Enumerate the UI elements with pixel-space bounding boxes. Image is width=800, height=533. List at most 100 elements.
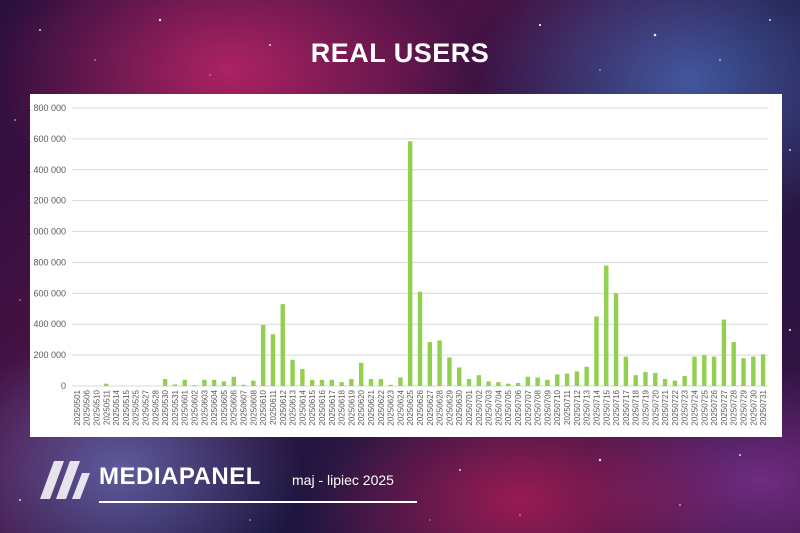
x-tick-label: 20250703 [485,389,494,425]
x-tick-label: 20250624 [396,389,405,425]
x-tick-label: 20250511 [102,389,111,425]
bar [368,379,374,386]
bar [672,380,678,386]
x-tick-label: 20250701 [465,389,474,425]
bar [721,319,727,386]
bar [731,341,736,386]
bar [309,379,315,386]
bar [457,367,462,386]
bar [506,383,511,386]
x-tick-label: 20250622 [377,389,386,425]
bar [319,379,325,386]
x-tick-label: 20250603 [200,389,209,425]
x-tick-label: 20250618 [338,389,347,425]
bar [270,334,276,386]
bar [584,366,589,386]
x-tick-label: 20250627 [426,389,435,425]
y-tick-label: 1 000 000 [30,227,66,237]
bar [594,316,599,386]
bar [741,358,746,386]
x-tick-label: 20250626 [416,389,425,425]
bar [300,369,305,386]
x-tick-label: 20250718 [632,389,641,425]
x-tick-label: 20250530 [161,389,170,425]
x-tick-label: 20250528 [151,389,160,425]
bar [711,356,717,386]
bar [104,383,109,386]
bar [358,362,364,386]
x-tick-label: 20250616 [318,389,327,425]
x-tick-label: 20250710 [553,389,562,425]
x-tick-label: 20250515 [122,389,131,425]
bar [564,373,570,386]
bar [162,379,168,386]
x-tick-label: 20250527 [142,389,151,425]
x-tick-label: 20250608 [249,389,258,425]
bar [535,377,540,386]
x-tick-label: 20250714 [592,389,601,425]
bar [702,355,707,386]
bar [623,356,629,386]
bar [633,375,638,386]
x-tick-label: 20250514 [112,389,121,425]
x-tick-label: 20250723 [681,389,690,425]
bar [192,385,197,386]
bar [260,324,266,386]
x-tick-label: 20250712 [573,389,582,425]
x-tick-label: 20250709 [543,389,552,425]
x-tick-label: 20250501 [73,389,82,425]
bar-chart: 0 200 000 400 000 600 000 800 000 1 000 000 1 … [30,103,768,426]
y-tick-label: 400 000 [33,319,66,329]
date-range: maj - lipiec 2025 [292,472,394,488]
x-tick-label: 20250510 [93,389,102,425]
x-tick-label: 20250720 [651,389,660,425]
x-tick-label: 20250715 [602,389,611,425]
x-tick-label: 20250725 [700,389,709,425]
x-tick-label: 20250713 [583,389,592,425]
x-tick-label: 20250614 [298,389,307,425]
x-tick-label: 20250711 [563,389,572,425]
bar [574,371,580,386]
x-tick-label: 20250726 [710,389,719,425]
x-tick-label: 20250601 [181,389,190,425]
chart-panel: 0 200 000 400 000 600 000 800 000 1 000 000 1 … [30,94,782,437]
bar [555,374,560,386]
brand-name: MEDIAPANEL [99,463,261,490]
bar [172,384,178,386]
bar [221,381,227,386]
x-tick-label: 20250705 [504,389,513,425]
bar [182,379,187,386]
y-tick-label: 0 [61,381,66,391]
bar [339,382,344,386]
bar [231,376,236,386]
x-tick-label: 20250610 [259,389,268,425]
bar [251,380,256,386]
x-tick-label: 20250525 [132,389,141,425]
mediapanel-logo-icon [40,461,90,499]
bar [241,384,246,386]
x-tick-label: 20250617 [328,389,337,425]
bar [760,354,766,386]
x-tick-label: 20250721 [661,389,670,425]
bar [466,379,472,386]
x-tick-label: 20250621 [367,389,376,425]
bar [604,265,609,386]
x-tick-label: 20250719 [641,389,650,425]
y-tick-label: 800 000 [33,257,66,267]
bar [476,375,482,386]
x-tick-label: 20250704 [494,389,503,425]
x-tick-label: 20250615 [308,389,317,425]
bar [437,340,442,386]
bar [545,379,550,386]
x-tick-label: 20250625 [406,389,415,425]
bar [280,304,285,386]
y-tick-label: 600 000 [33,288,66,298]
bar [653,372,658,386]
x-tick-label: 20250727 [720,389,729,425]
bar [682,375,687,386]
x-tick-label: 20250628 [436,389,445,425]
bar [662,379,668,386]
y-tick-label: 1 400 000 [30,165,66,175]
bar [417,291,423,386]
